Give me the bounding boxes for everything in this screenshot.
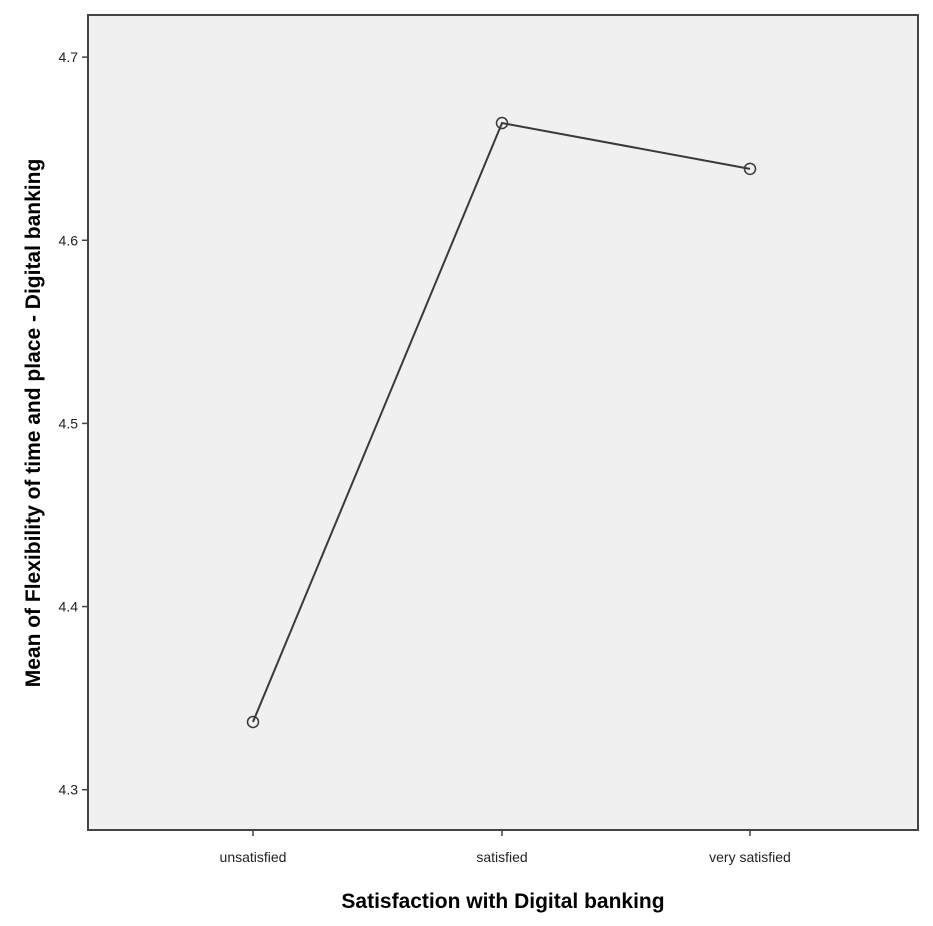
y-axis-title: Mean of Flexibility of time and place - … xyxy=(22,159,45,688)
series-line xyxy=(252,121,751,723)
x-axis-ticks: unsatisfied satisfied very satisfied xyxy=(220,830,791,865)
data-point xyxy=(246,715,260,729)
y-tick-label: 4.3 xyxy=(59,782,79,798)
y-tick-label: 4.4 xyxy=(59,599,79,615)
y-axis-ticks: 4.3 4.4 4.5 4.6 4.7 xyxy=(59,49,88,798)
x-tick-label: very satisfied xyxy=(709,849,791,865)
y-tick-label: 4.6 xyxy=(59,232,79,248)
series-group xyxy=(246,116,757,729)
plot-area xyxy=(87,14,919,831)
x-axis-title: Satisfaction with Digital banking xyxy=(341,890,664,913)
data-point xyxy=(743,162,757,176)
data-point xyxy=(495,116,509,130)
x-tick-label: satisfied xyxy=(476,849,527,865)
y-tick-label: 4.7 xyxy=(59,49,79,65)
y-tick-label: 4.5 xyxy=(59,415,79,431)
x-tick-label: unsatisfied xyxy=(220,849,287,865)
